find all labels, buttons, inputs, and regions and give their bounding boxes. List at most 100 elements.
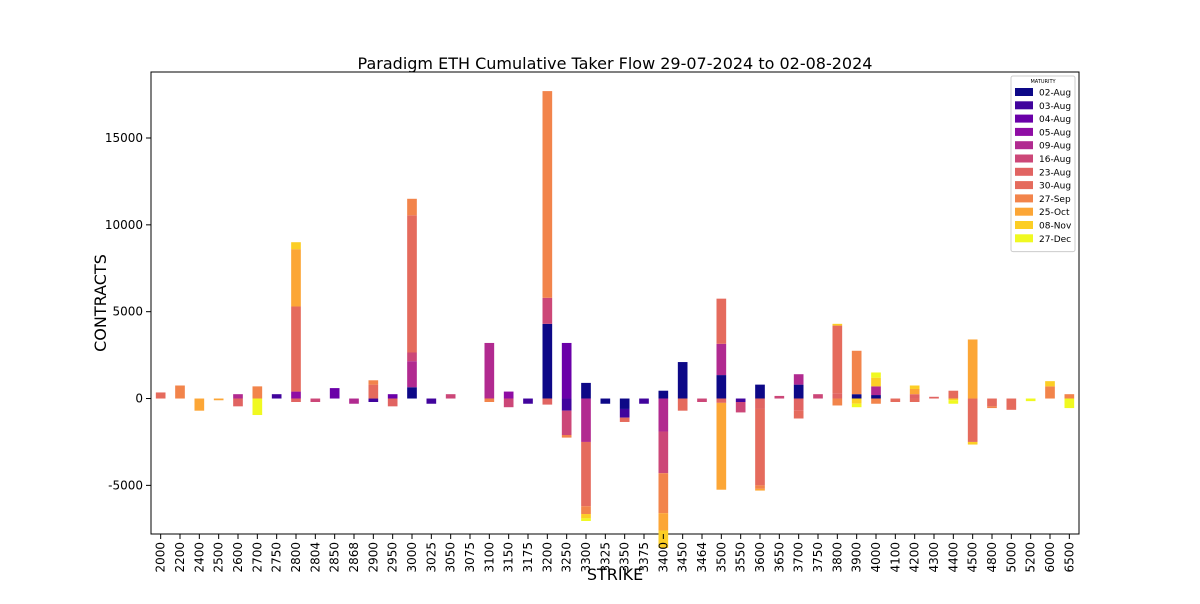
bar-3400-27-Sep bbox=[658, 473, 669, 514]
x-tick-label: 4400 bbox=[946, 542, 960, 573]
bar-3700-02-Aug bbox=[793, 384, 804, 399]
legend-label-27-Dec: 27-Dec bbox=[1039, 235, 1071, 245]
x-tick-label: 4300 bbox=[927, 542, 941, 573]
bar-3500-23-Aug bbox=[716, 398, 727, 403]
legend-swatch-04-Aug bbox=[1015, 114, 1033, 123]
bar-3450-02-Aug bbox=[677, 362, 688, 399]
bar-3150-05-Aug bbox=[503, 391, 514, 399]
bar-4000-08-Nov bbox=[871, 377, 881, 387]
bar-3400-02-Aug bbox=[658, 390, 669, 399]
bar-4500-25-Oct bbox=[967, 339, 978, 399]
bar-3350-02-Aug bbox=[619, 398, 630, 409]
y-tick-label: 5000 bbox=[112, 305, 143, 319]
bar-3175-03-Aug bbox=[523, 398, 533, 404]
bar-5000-30-Aug bbox=[1006, 398, 1017, 410]
x-tick-label: 3900 bbox=[850, 542, 864, 573]
bar-3600-27-Sep bbox=[755, 485, 765, 489]
legend-title: MATURITY bbox=[1030, 79, 1056, 85]
bar-3800-08-Nov bbox=[832, 323, 843, 326]
bar-3800-30-Aug bbox=[832, 325, 843, 394]
bar-4400-30-Aug bbox=[948, 390, 959, 399]
bar-2700-27-Dec bbox=[252, 398, 263, 416]
bar-3200-16-Aug bbox=[542, 297, 553, 324]
bar-3700-30-Aug bbox=[793, 410, 804, 419]
bar-3700-09-Aug bbox=[793, 374, 804, 385]
x-tick-label: 3350 bbox=[618, 542, 632, 573]
bar-3300-30-Aug bbox=[581, 441, 591, 507]
x-tick-label: 5200 bbox=[1024, 542, 1038, 573]
bar-3050-16-Aug bbox=[445, 394, 456, 399]
x-tick-label: 2804 bbox=[308, 542, 322, 573]
bar-3000-30-Aug bbox=[407, 215, 417, 353]
bar-3464-16-Aug bbox=[697, 398, 707, 402]
bar-2200-27-Sep bbox=[175, 385, 185, 399]
bar-3250-27-Sep bbox=[561, 435, 572, 438]
bar-3900-27-Dec bbox=[851, 403, 862, 408]
bar-5200-27-Dec bbox=[1025, 398, 1036, 402]
x-tick-label: 3464 bbox=[695, 542, 709, 573]
x-tick-label: 3400 bbox=[656, 542, 670, 573]
legend-swatch-27-Sep bbox=[1015, 194, 1033, 203]
x-tick-label: 3175 bbox=[521, 542, 535, 573]
x-tick-label: 2600 bbox=[231, 542, 245, 573]
bar-2800-05-Aug bbox=[291, 391, 301, 399]
bar-3100-27-Sep bbox=[484, 398, 495, 402]
bar-2850-04-Aug bbox=[329, 388, 340, 399]
x-tick-label: 2900 bbox=[366, 542, 380, 573]
legend-label-08-Nov: 08-Nov bbox=[1039, 222, 1072, 232]
x-tick-label: 4100 bbox=[888, 542, 902, 573]
bar-3100-09-Aug bbox=[484, 342, 495, 399]
x-axis: 2000 2200 2400 2500 2600 2700 2750 2800 2804 2850… bbox=[154, 534, 1076, 573]
x-tick-label: 3100 bbox=[482, 542, 496, 573]
chart-title: Paradigm ETH Cumulative Taker Flow 29-07… bbox=[358, 54, 873, 73]
x-tick-label: 2000 bbox=[154, 542, 168, 573]
legend-swatch-27-Dec bbox=[1015, 234, 1033, 243]
x-tick-label: 3050 bbox=[444, 542, 458, 573]
legend-label-27-Sep: 27-Sep bbox=[1039, 195, 1071, 205]
x-tick-label: 3200 bbox=[540, 542, 554, 573]
bar-2400-25-Oct bbox=[194, 398, 205, 411]
bar-3800-23-Aug bbox=[832, 393, 843, 399]
legend-label-16-Aug: 16-Aug bbox=[1039, 155, 1071, 165]
x-tick-label: 5000 bbox=[1004, 542, 1018, 573]
x-tick-label: 2200 bbox=[173, 542, 187, 573]
x-tick-label: 3500 bbox=[714, 542, 728, 573]
bar-2800-08-Nov bbox=[291, 242, 301, 250]
x-tick-label: 3800 bbox=[830, 542, 844, 573]
bar-4100-30-Aug bbox=[890, 398, 901, 402]
bar-3350-03-Aug bbox=[619, 408, 630, 418]
bar-3400-25-Oct bbox=[658, 513, 669, 531]
x-tick-label: 2850 bbox=[328, 542, 342, 573]
bar-2804-16-Aug bbox=[310, 398, 321, 402]
x-tick-label: 3700 bbox=[792, 542, 806, 573]
bar-3400-09-Aug bbox=[658, 398, 669, 432]
bar-2900-30-Aug bbox=[368, 384, 379, 399]
bar-6500-27-Sep bbox=[1064, 394, 1075, 399]
x-axis-label: STRIKE bbox=[587, 565, 643, 584]
bar-3500-02-Aug bbox=[716, 375, 727, 399]
y-tick-label: -5000 bbox=[108, 478, 143, 492]
bar-3900-27-Sep bbox=[851, 350, 862, 395]
legend: MATURITY 02-Aug 03-Aug 04-Aug 05-Aug 09-Aug 16… bbox=[1010, 75, 1076, 253]
bar-3400-16-Aug bbox=[658, 431, 669, 474]
bar-3000-27-Sep bbox=[407, 198, 417, 216]
x-tick-label: 2500 bbox=[212, 542, 226, 573]
bar-3000-09-Aug bbox=[407, 361, 417, 388]
bar-4000-27-Sep bbox=[871, 398, 881, 404]
x-tick-label: 3325 bbox=[598, 542, 612, 573]
bar-3550-03-Aug bbox=[735, 398, 746, 402]
bar-3000-02-Aug bbox=[407, 387, 417, 399]
bar-2800-25-Oct bbox=[291, 249, 301, 307]
bar-4000-02-Aug bbox=[871, 395, 881, 399]
bar-3300-02-Aug bbox=[581, 382, 591, 399]
y-tick-label: 10000 bbox=[105, 218, 143, 232]
bar-3700-23-Aug bbox=[793, 398, 804, 411]
bar-2600-23-Aug bbox=[233, 398, 243, 407]
legend-swatch-05-Aug bbox=[1015, 127, 1033, 136]
bar-2950-04-Aug bbox=[387, 394, 398, 399]
x-tick-label: 4000 bbox=[869, 542, 883, 573]
bar-3200-27-Sep bbox=[542, 91, 553, 298]
bars-layer bbox=[155, 91, 1075, 548]
